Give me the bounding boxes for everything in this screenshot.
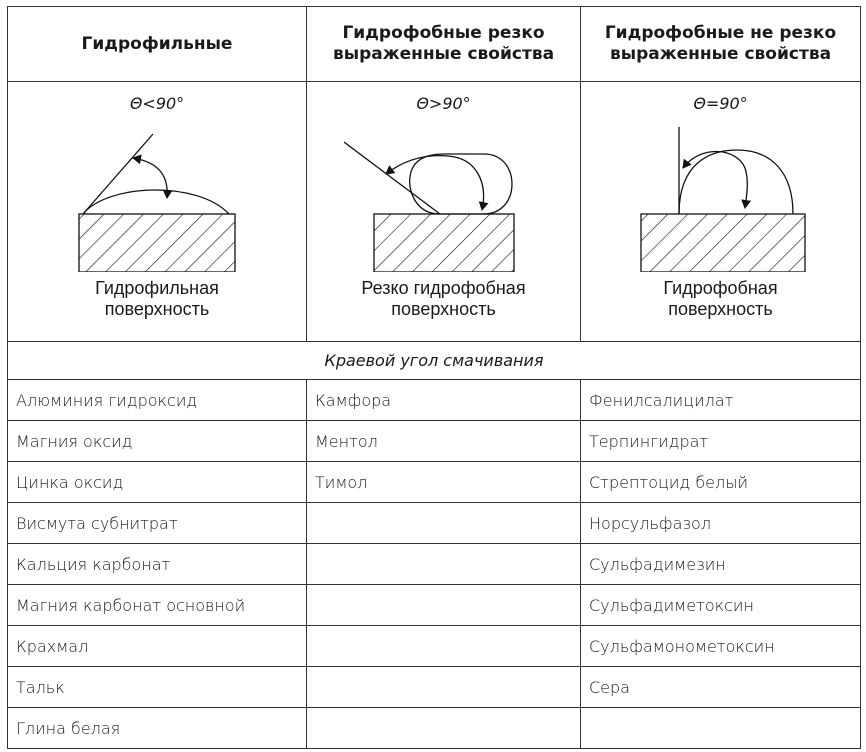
table-row: Магния оксид Ментол Терпингидрат bbox=[7, 420, 861, 462]
header-cell: Гидрофобные резко выраженные свойства bbox=[306, 6, 581, 82]
angle-arrow bbox=[132, 154, 173, 199]
table-cell: Висмута субнитрат bbox=[7, 502, 307, 544]
table-cell: Сульфамонометоксин bbox=[580, 625, 861, 667]
table-cell bbox=[306, 707, 581, 749]
table-cell bbox=[306, 666, 581, 708]
caption-line: Резко гидрофобная bbox=[361, 278, 526, 298]
header-text: выраженные свойства bbox=[332, 44, 555, 64]
surface bbox=[639, 213, 806, 272]
table-row: Кальция карбонат Сульфадимезин bbox=[7, 543, 861, 585]
table-cell: Глина белая bbox=[7, 707, 307, 749]
table-cell: Фенилсалицилат bbox=[580, 379, 861, 421]
header-text: выраженные свойства bbox=[609, 44, 832, 64]
table-cell: Магния оксид bbox=[7, 420, 307, 462]
caption-line: поверхность bbox=[391, 299, 496, 319]
angle-arrow bbox=[384, 154, 489, 211]
diagram-row: Θ<90° Гидрофильная поверхность Θ>90° Резк… bbox=[7, 81, 861, 342]
table-row: Глина белая bbox=[7, 707, 861, 749]
drop bbox=[408, 153, 513, 215]
table-row: Висмута субнитрат Норсульфазол bbox=[7, 502, 861, 544]
diagram-cell: Θ>90° Резко гидрофобная поверхность bbox=[306, 81, 581, 342]
header-row: Гидрофильные Гидрофобные резко выраженные… bbox=[7, 6, 861, 82]
table-cell: Терпингидрат bbox=[580, 420, 861, 462]
caption-line: Гидрофобная bbox=[663, 278, 778, 298]
table-cell: Цинка оксид bbox=[7, 461, 307, 503]
table-cell bbox=[306, 502, 581, 544]
caption-cell: Краевой угол смачивания bbox=[7, 341, 861, 380]
diagram-caption: Гидрофобная поверхность bbox=[581, 278, 860, 320]
table-cell bbox=[580, 707, 861, 749]
drop bbox=[677, 149, 794, 215]
table: Гидрофильные Гидрофобные резко выраженные… bbox=[7, 6, 861, 749]
tangent bbox=[82, 133, 154, 215]
angle-label: Θ<90° bbox=[129, 94, 185, 113]
drop bbox=[82, 189, 230, 215]
table-cell bbox=[306, 584, 581, 626]
table-cell: Кальция карбонат bbox=[7, 543, 307, 585]
table-cell bbox=[306, 543, 581, 585]
diagram-cell: Θ=90° Гидрофобная поверхность bbox=[580, 81, 861, 342]
table-cell: Магния карбонат основной bbox=[7, 584, 307, 626]
table-row: Магния карбонат основной Сульфадиметоксин bbox=[7, 584, 861, 626]
surface bbox=[372, 213, 515, 272]
table-body: Алюминия гидроксид Камфора Фенилсалицилат М… bbox=[7, 379, 861, 749]
table-row: Алюминия гидроксид Камфора Фенилсалицилат bbox=[7, 379, 861, 421]
table-cell: Ментол bbox=[306, 420, 581, 462]
table-row: Цинка оксид Тимол Стрептоцид белый bbox=[7, 461, 861, 503]
diagram-cell: Θ<90° Гидрофильная поверхность bbox=[7, 81, 307, 342]
table-cell: Камфора bbox=[306, 379, 581, 421]
caption-line: поверхность bbox=[104, 299, 210, 319]
table-cell: Норсульфазол bbox=[580, 502, 861, 544]
header-text: Гидрофобные не резко bbox=[604, 23, 837, 43]
table-cell: Тимол bbox=[306, 461, 581, 503]
tangent bbox=[343, 141, 440, 215]
caption-line: Гидрофильная bbox=[95, 278, 219, 298]
table-cell: Сульфадимезин bbox=[580, 543, 861, 585]
table-cell: Тальк bbox=[7, 666, 307, 708]
diagram-caption: Гидрофильная поверхность bbox=[8, 278, 306, 320]
table-cell bbox=[306, 625, 581, 667]
table-cell: Крахмал bbox=[7, 625, 307, 667]
surface bbox=[78, 213, 236, 272]
table-cell: Стрептоцид белый bbox=[580, 461, 861, 503]
header-cell: Гидрофобные не резко выраженные свойства bbox=[580, 6, 861, 82]
header-text: Гидрофобные резко bbox=[342, 23, 545, 43]
table-row: Тальк Сера bbox=[7, 666, 861, 708]
neutral-diagram bbox=[639, 127, 806, 272]
header-text: Гидрофильные bbox=[81, 33, 233, 54]
table-cell: Сульфадиметоксин bbox=[580, 584, 861, 626]
table-row: Крахмал Сульфамонометоксин bbox=[7, 625, 861, 667]
hydrophobic-diagram bbox=[343, 141, 515, 272]
angle-label: Θ=90° bbox=[693, 94, 748, 113]
table-cell: Алюминия гидроксид bbox=[7, 379, 307, 421]
caption-line: поверхность bbox=[668, 299, 773, 319]
header-cell: Гидрофильные bbox=[7, 6, 307, 82]
caption-row: Краевой угол смачивания bbox=[7, 341, 861, 380]
hydrophilic-diagram bbox=[78, 133, 236, 272]
diagram-caption: Резко гидрофобная поверхность bbox=[307, 278, 580, 320]
angle-arrow bbox=[681, 150, 751, 209]
angle-label: Θ>90° bbox=[416, 94, 471, 113]
table-cell: Сера bbox=[580, 666, 861, 708]
